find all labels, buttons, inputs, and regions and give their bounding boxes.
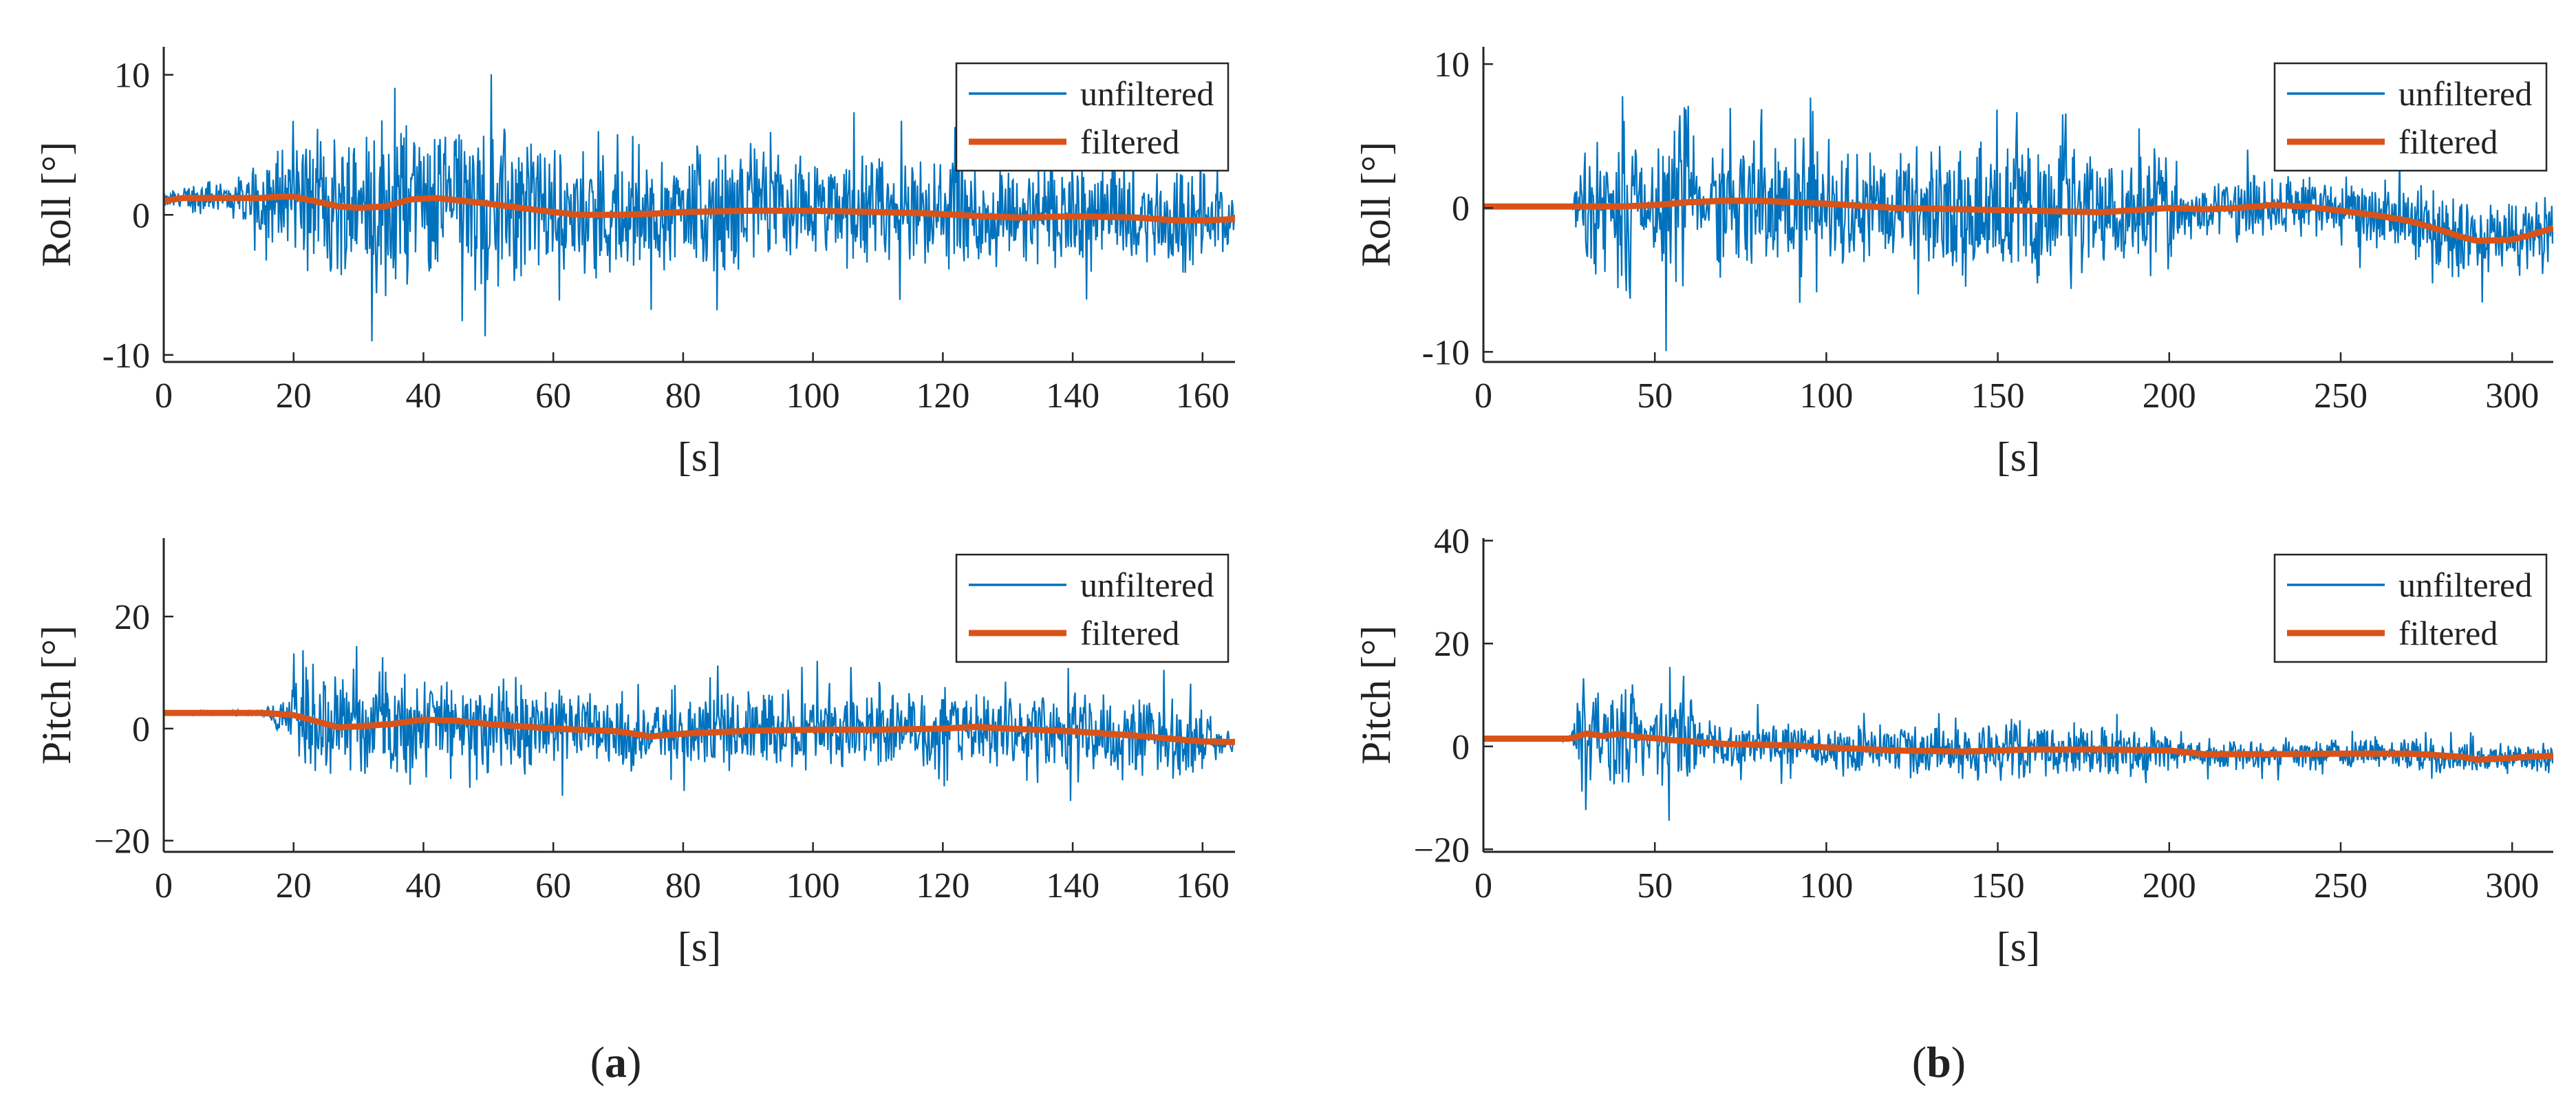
x-tick-label: 40 xyxy=(405,866,441,906)
legend: unfiltered filtered xyxy=(955,553,1230,663)
x-tick-label: 300 xyxy=(2485,376,2539,416)
legend-box xyxy=(955,553,1230,663)
caption-a: (a) xyxy=(590,1038,642,1086)
x-tick-label: 20 xyxy=(276,866,312,906)
x-tick-label: 40 xyxy=(405,376,441,416)
y-tick-label: 0 xyxy=(1452,728,1470,767)
y-tick-label: -10 xyxy=(103,336,150,376)
legend-box xyxy=(955,62,1230,172)
x-tick-label: 50 xyxy=(1637,376,1673,416)
series-unfiltered-line xyxy=(1483,667,2553,821)
legend-label-unfiltered: unfiltered xyxy=(2398,566,2532,604)
x-tick-label: 0 xyxy=(1474,376,1492,416)
x-tick-label: 200 xyxy=(2143,376,2196,416)
legend-label-filtered: filtered xyxy=(2398,122,2498,161)
legend-label-filtered: filtered xyxy=(1080,122,1179,161)
y-tick-label: 0 xyxy=(1452,189,1470,228)
series-unfiltered-line xyxy=(1483,96,2553,352)
y-tick-label: −20 xyxy=(1414,831,1470,870)
y-tick-label: 0 xyxy=(132,196,150,235)
x-tick-label: 250 xyxy=(2314,376,2368,416)
x-tick-label: 160 xyxy=(1176,866,1230,906)
legend-box xyxy=(2273,553,2548,663)
caption-b: (b) xyxy=(1912,1038,1966,1086)
x-axis-label: [s] xyxy=(678,434,721,480)
x-tick-label: 0 xyxy=(155,376,173,416)
legend-label-unfiltered: unfiltered xyxy=(1080,566,1214,604)
y-tick-label: 10 xyxy=(114,56,150,96)
y-tick-label: 40 xyxy=(1434,522,1470,561)
x-tick-label: 140 xyxy=(1046,376,1099,416)
y-tick-label: −20 xyxy=(94,822,150,861)
legend-label-unfiltered: unfiltered xyxy=(1080,74,1214,113)
series-filtered-line xyxy=(164,709,1235,745)
x-tick-label: 100 xyxy=(1799,866,1853,906)
series-filtered-line xyxy=(164,193,1235,224)
y-axis-label: Pitch [°] xyxy=(1353,625,1399,764)
legend-label-unfiltered: unfiltered xyxy=(2398,74,2532,113)
x-tick-label: 100 xyxy=(786,376,840,416)
series-filtered-line xyxy=(1483,197,2553,244)
y-axis-label: Roll [°] xyxy=(34,142,79,267)
y-tick-label: 10 xyxy=(1434,45,1470,85)
y-tick-label: 20 xyxy=(114,598,150,637)
x-tick-label: 140 xyxy=(1046,866,1099,906)
legend: unfiltered filtered xyxy=(2273,553,2548,663)
legend-label-filtered: filtered xyxy=(2398,614,2498,652)
x-tick-label: 120 xyxy=(916,866,969,906)
x-tick-label: 100 xyxy=(786,866,840,906)
x-axis-label: [s] xyxy=(1997,434,2040,480)
legend-label-filtered: filtered xyxy=(1080,614,1179,652)
series-unfiltered-line xyxy=(164,645,1235,802)
x-tick-label: 0 xyxy=(1474,866,1492,906)
legend: unfiltered filtered xyxy=(2273,62,2548,172)
x-tick-label: 200 xyxy=(2143,866,2196,906)
x-tick-label: 100 xyxy=(1799,376,1853,416)
x-axis-label: [s] xyxy=(1997,924,2040,970)
x-tick-label: 300 xyxy=(2485,866,2539,906)
legend-box xyxy=(2273,62,2548,172)
series-filtered-line xyxy=(1483,730,2553,763)
x-tick-label: 50 xyxy=(1637,866,1673,906)
series-unfiltered-line xyxy=(164,74,1235,342)
y-axis-label: Pitch [°] xyxy=(34,625,79,764)
x-tick-label: 150 xyxy=(1971,376,2025,416)
y-tick-label: 0 xyxy=(132,710,150,749)
x-tick-label: 80 xyxy=(665,866,701,906)
y-tick-label: 20 xyxy=(1434,625,1470,664)
y-tick-label: -10 xyxy=(1422,333,1470,372)
x-tick-label: 60 xyxy=(535,866,571,906)
x-tick-label: 160 xyxy=(1176,376,1230,416)
x-tick-label: 80 xyxy=(665,376,701,416)
x-axis-label: [s] xyxy=(678,924,721,970)
x-tick-label: 120 xyxy=(916,376,969,416)
x-tick-label: 150 xyxy=(1971,866,2025,906)
x-tick-label: 20 xyxy=(276,376,312,416)
x-tick-label: 60 xyxy=(535,376,571,416)
y-axis-label: Roll [°] xyxy=(1353,142,1399,267)
x-tick-label: 0 xyxy=(155,866,173,906)
x-tick-label: 250 xyxy=(2314,866,2368,906)
legend: unfiltered filtered xyxy=(955,62,1230,172)
